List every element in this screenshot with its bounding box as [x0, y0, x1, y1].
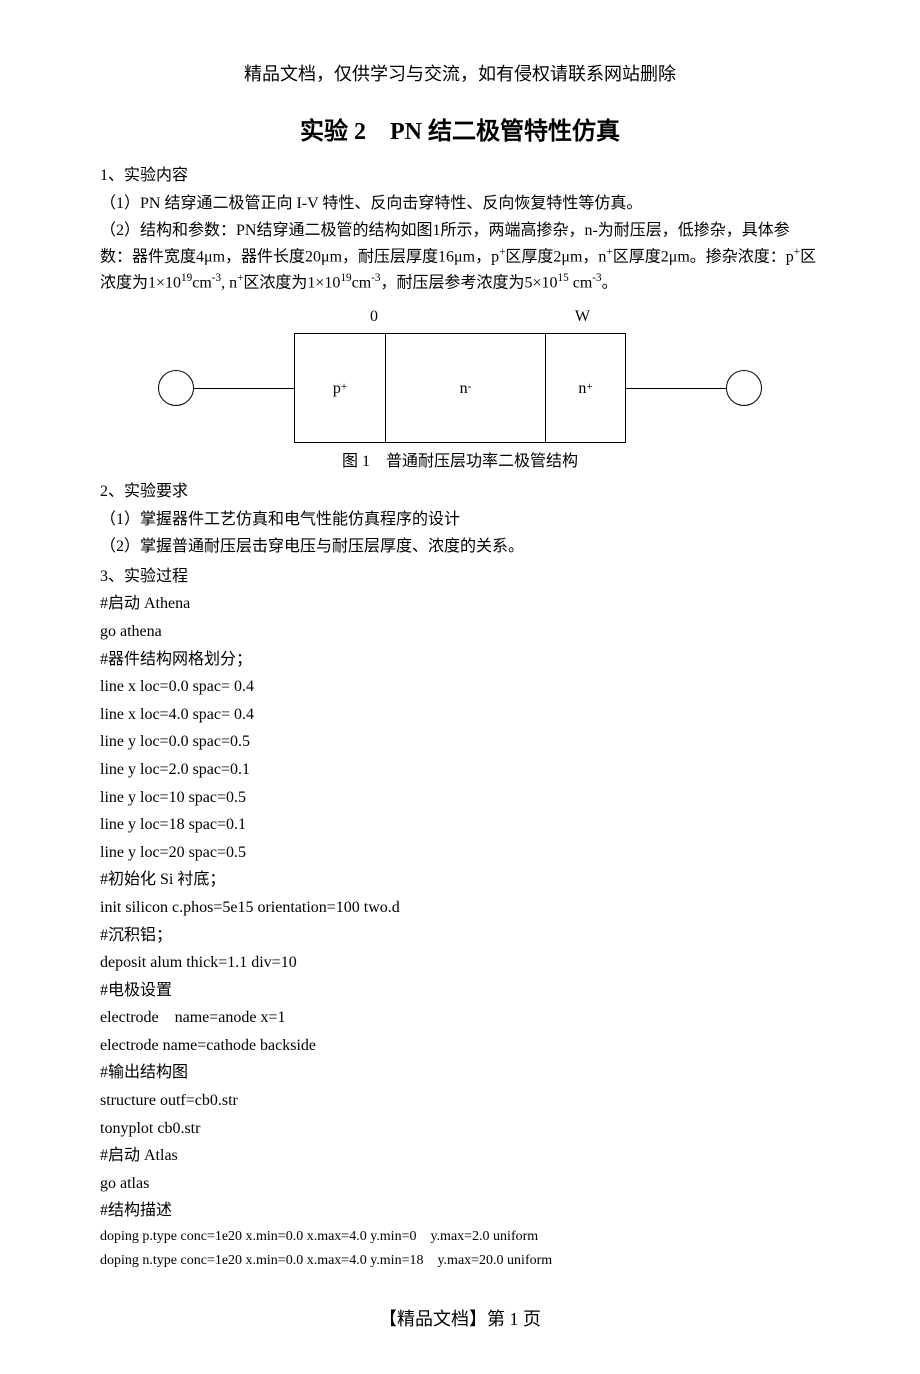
section2-heading: 2、实验要求: [100, 479, 820, 505]
doping-lines: doping p.type conc=1e20 x.min=0.0 x.max=…: [100, 1226, 820, 1273]
doping-line: doping n.type conc=1e20 x.min=0.0 x.max=…: [100, 1250, 820, 1272]
sup-m3-1: -3: [212, 272, 221, 284]
page-footer: 【精品文档】第 1 页: [100, 1305, 820, 1334]
s1l2-period: 。: [602, 274, 618, 291]
wire-right: [626, 388, 726, 389]
code-line: #启动 Athena: [100, 591, 820, 617]
region-n-minus: n-: [385, 334, 545, 442]
region-n-plus: n+: [545, 334, 625, 442]
code-line: structure outf=cb0.str: [100, 1088, 820, 1114]
doping-line: doping p.type conc=1e20 x.min=0.0 x.max=…: [100, 1226, 820, 1248]
code-line: #启动 Atlas: [100, 1143, 820, 1169]
header-note: 精品文档，仅供学习与交流，如有侵权请联系网站删除: [100, 60, 820, 89]
code-line: go athena: [100, 619, 820, 645]
terminal-left-icon: [158, 370, 194, 406]
section1-line1: （1）PN 结穿通二极管正向 I-V 特性、反向击穿特性、反向恢复特性等仿真。: [100, 191, 820, 217]
s1l2-part7: ，耐压层参考浓度为5×10: [381, 274, 558, 291]
code-line: electrode name=cathode backside: [100, 1033, 820, 1059]
label-zero: 0: [370, 304, 378, 330]
diagram-row: p+ n- n+: [158, 333, 762, 443]
region-p-plus: p+: [295, 334, 385, 442]
s1l2-part3: 区厚度2μm。掺杂浓度：p: [613, 248, 794, 265]
diode-diagram: 0 W p+ n- n+ 图 1 普通耐压层功率二极管结构: [100, 304, 820, 475]
box-row: p+ n- n+: [294, 333, 626, 443]
n-label: n: [460, 376, 468, 402]
code-line: #沉积铝；: [100, 923, 820, 949]
code-line: #结构描述: [100, 1198, 820, 1224]
section1-line2: （2）结构和参数：PN结穿通二极管的结构如图1所示，两端高掺杂，n-为耐压层，低…: [100, 218, 820, 295]
code-line: #器件结构网格划分；: [100, 647, 820, 673]
n-sup: -: [468, 379, 472, 397]
sup-19-1: 19: [181, 272, 192, 284]
code-line: line x loc=4.0 spac= 0.4: [100, 702, 820, 728]
s1l2-unit1: cm: [192, 274, 212, 291]
code-line: line y loc=20 spac=0.5: [100, 840, 820, 866]
s1l2-unit2: cm: [352, 274, 372, 291]
code-line: #初始化 Si 衬底；: [100, 867, 820, 893]
p-sup: +: [341, 379, 347, 397]
label-w: W: [575, 304, 590, 330]
sup-15: 15: [558, 272, 569, 284]
diagram-caption: 图 1 普通耐压层功率二极管结构: [342, 449, 578, 475]
s1l2-part6: 区浓度为1×10: [243, 274, 340, 291]
code-line: line y loc=18 spac=0.1: [100, 812, 820, 838]
code-line: tonyplot cb0.str: [100, 1116, 820, 1142]
code-line: init silicon c.phos=5e15 orientation=100…: [100, 895, 820, 921]
page-title: 实验 2 PN 结二极管特性仿真: [100, 113, 820, 151]
section2-line2: （2）掌握普通耐压层击穿电压与耐压层厚度、浓度的关系。: [100, 534, 820, 560]
section2-line1: （1）掌握器件工艺仿真和电气性能仿真程序的设计: [100, 507, 820, 533]
code-line: line y loc=0.0 spac=0.5: [100, 729, 820, 755]
nplus-sup: +: [586, 379, 592, 397]
section1-heading: 1、实验内容: [100, 163, 820, 189]
section3-heading: 3、实验过程: [100, 564, 820, 590]
p-label: p: [333, 376, 341, 402]
sup-m3-3: -3: [592, 272, 601, 284]
sup-19-2: 19: [340, 272, 351, 284]
code-line: deposit alum thick=1.1 div=10: [100, 950, 820, 976]
s1l2-part5: , n: [221, 274, 237, 291]
code-line: line y loc=10 spac=0.5: [100, 785, 820, 811]
sup-m3-2: -3: [371, 272, 380, 284]
code-line: line x loc=0.0 spac= 0.4: [100, 674, 820, 700]
nplus-label: n: [578, 376, 586, 402]
code-line: #输出结构图: [100, 1060, 820, 1086]
terminal-right-icon: [726, 370, 762, 406]
wire-left: [194, 388, 294, 389]
diagram-top-labels: 0 W: [250, 304, 670, 330]
code-line: electrode name=anode x=1: [100, 1005, 820, 1031]
s1l2-part2: 区厚度2μm，n: [505, 248, 606, 265]
code-line: go atlas: [100, 1171, 820, 1197]
code-line: #电极设置: [100, 978, 820, 1004]
s1l2-unit3: cm: [569, 274, 593, 291]
code-block: #启动 Athenago athena#器件结构网格划分；line x loc=…: [100, 591, 820, 1224]
code-line: line y loc=2.0 spac=0.1: [100, 757, 820, 783]
